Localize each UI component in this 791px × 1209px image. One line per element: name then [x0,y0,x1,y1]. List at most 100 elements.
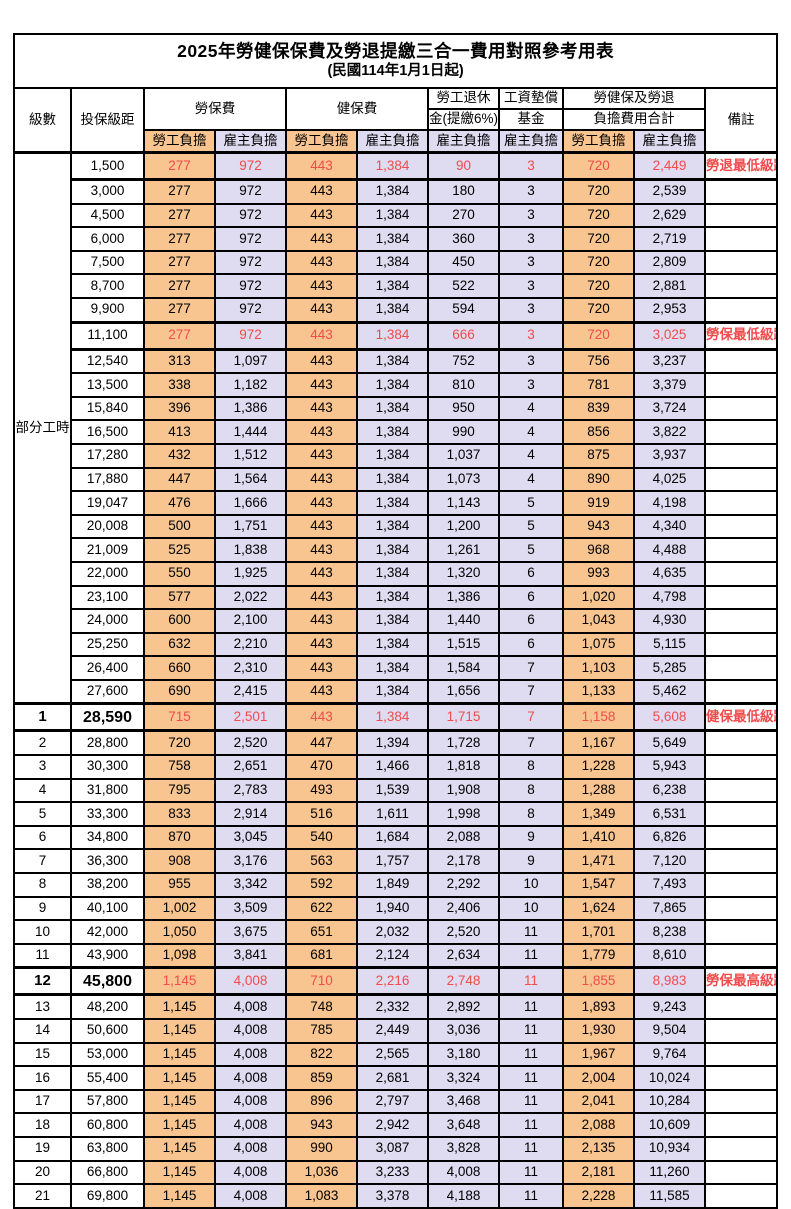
value-cell: 2,539 [633,178,706,205]
value-cell: 6,238 [633,777,706,804]
value-cell: 11 [498,1041,564,1068]
page-title: 2025年勞健保保費及勞退提繳三合一費用對照參考用表 [177,41,615,62]
level-cell: 9 [13,895,72,922]
value-cell: 11,260 [633,1159,706,1186]
table-row: 8 38,200 955 3,342 592 1,849 2,292 10 1,547 7,493 [13,872,779,898]
value-cell: 3,937 [633,442,706,469]
value-cell: 522 [427,273,500,299]
value-cell: 550 [143,560,216,587]
value-cell: 720 [562,178,635,205]
value-cell: 5 [498,513,564,540]
value-cell: 600 [143,608,216,634]
value-cell: 1,384 [356,296,429,324]
table-row: 17,280 432 1,512 443 1,384 1,037 4 875 3,937 [14,442,779,469]
value-cell: 3,233 [356,1159,429,1186]
value-cell: 1,384 [356,466,429,493]
remark-cell [703,202,779,229]
subheader-health-employee: 勞工負擔 [285,129,358,154]
value-cell: 443 [285,296,358,324]
value-cell: 4,008 [214,1088,287,1115]
value-cell: 622 [285,895,358,922]
bracket-cell: 27,600 [70,678,145,705]
value-cell: 11 [498,1065,564,1091]
remark-cell [703,296,779,324]
value-cell: 2,565 [356,1041,429,1068]
value-cell: 1,779 [562,942,635,969]
bracket-cell: 4,500 [70,202,145,229]
value-cell: 720 [562,202,635,229]
value-cell: 11 [498,966,564,997]
value-cell: 443 [285,226,358,252]
remark-cell [703,608,779,634]
value-cell: 690 [143,678,216,705]
table-row: 1 28,590 715 2,501 443 1,384 1,715 7 1,158 5,608 健… [13,702,779,733]
value-cell: 592 [285,872,358,898]
value-cell: 2,449 [633,151,706,181]
value-cell: 1,143 [427,490,500,516]
value-cell: 1,145 [143,1112,216,1138]
value-cell: 270 [427,202,500,229]
value-cell: 11 [498,993,564,1021]
bracket-cell: 45,800 [70,966,145,997]
level-cell: 13 [13,993,72,1021]
bracket-cell: 53,000 [70,1041,145,1068]
remark-cell [703,919,779,945]
value-cell: 11 [498,1018,564,1044]
value-cell: 443 [285,151,358,181]
remark-cell [703,655,779,681]
subheader-wage-fund-employer: 雇主負擔 [498,129,564,154]
value-cell: 1,684 [356,824,429,851]
value-cell: 1,133 [562,678,635,705]
value-cell: 1,384 [356,513,429,540]
header-level: 級數 [13,87,72,154]
value-cell: 277 [143,202,216,229]
value-cell: 10,609 [633,1112,706,1138]
value-cell: 1,855 [562,966,635,997]
value-cell: 1,410 [562,824,635,851]
value-cell: 1,103 [562,655,635,681]
bracket-cell: 17,880 [70,466,145,493]
value-cell: 943 [285,1112,358,1138]
value-cell: 785 [285,1018,358,1044]
value-cell: 3,176 [214,848,287,875]
value-cell: 180 [427,178,500,205]
value-cell: 2,041 [562,1088,635,1115]
value-cell: 5,115 [633,631,706,658]
level-cell: 8 [13,872,72,898]
value-cell: 720 [562,249,635,276]
level-cell: 12 [13,966,72,997]
value-cell: 11 [498,1135,564,1162]
table-row: 21,009 525 1,838 443 1,384 1,261 5 968 4,488 [14,537,779,563]
value-cell: 4 [498,419,564,445]
bracket-cell: 7,500 [70,249,145,276]
premium-reference-table: 2025年勞健保保費及勞退提繳三合一費用對照參考用表 (民國114年1月1日起)… [12,33,779,1209]
remark-cell [703,348,779,375]
table-row: 18 60,800 1,145 4,008 943 2,942 3,648 11 2,088 10… [13,1112,779,1138]
table-row: 3 30,300 758 2,651 470 1,466 1,818 8 1,228 5,943 [13,754,779,780]
value-cell: 1,083 [285,1183,358,1209]
table-row: 27,600 690 2,415 443 1,384 1,656 7 1,133 5,462 [14,678,779,705]
value-cell: 277 [143,151,216,181]
level-cell: 17 [13,1088,72,1115]
header-labor-insurance: 勞保費 [143,87,287,131]
remark-cell [703,560,779,587]
value-cell: 447 [285,729,358,757]
remark-cell: 勞退最低級距 [703,151,779,181]
value-cell: 338 [143,372,216,398]
value-cell: 5,608 [633,702,706,733]
value-cell: 11 [498,1088,564,1115]
bracket-cell: 3,000 [70,178,145,205]
value-cell: 4,198 [633,490,706,516]
level-cell: 10 [13,919,72,945]
value-cell: 715 [143,702,216,733]
value-cell: 1,145 [143,1088,216,1115]
bracket-cell: 17,280 [70,442,145,469]
level-cell: 15 [13,1041,72,1068]
value-cell: 1,715 [427,702,500,733]
value-cell: 1,145 [143,1065,216,1091]
value-cell: 5 [498,537,564,563]
value-cell: 7 [498,678,564,705]
value-cell: 2,004 [562,1065,635,1091]
value-cell: 443 [285,178,358,205]
